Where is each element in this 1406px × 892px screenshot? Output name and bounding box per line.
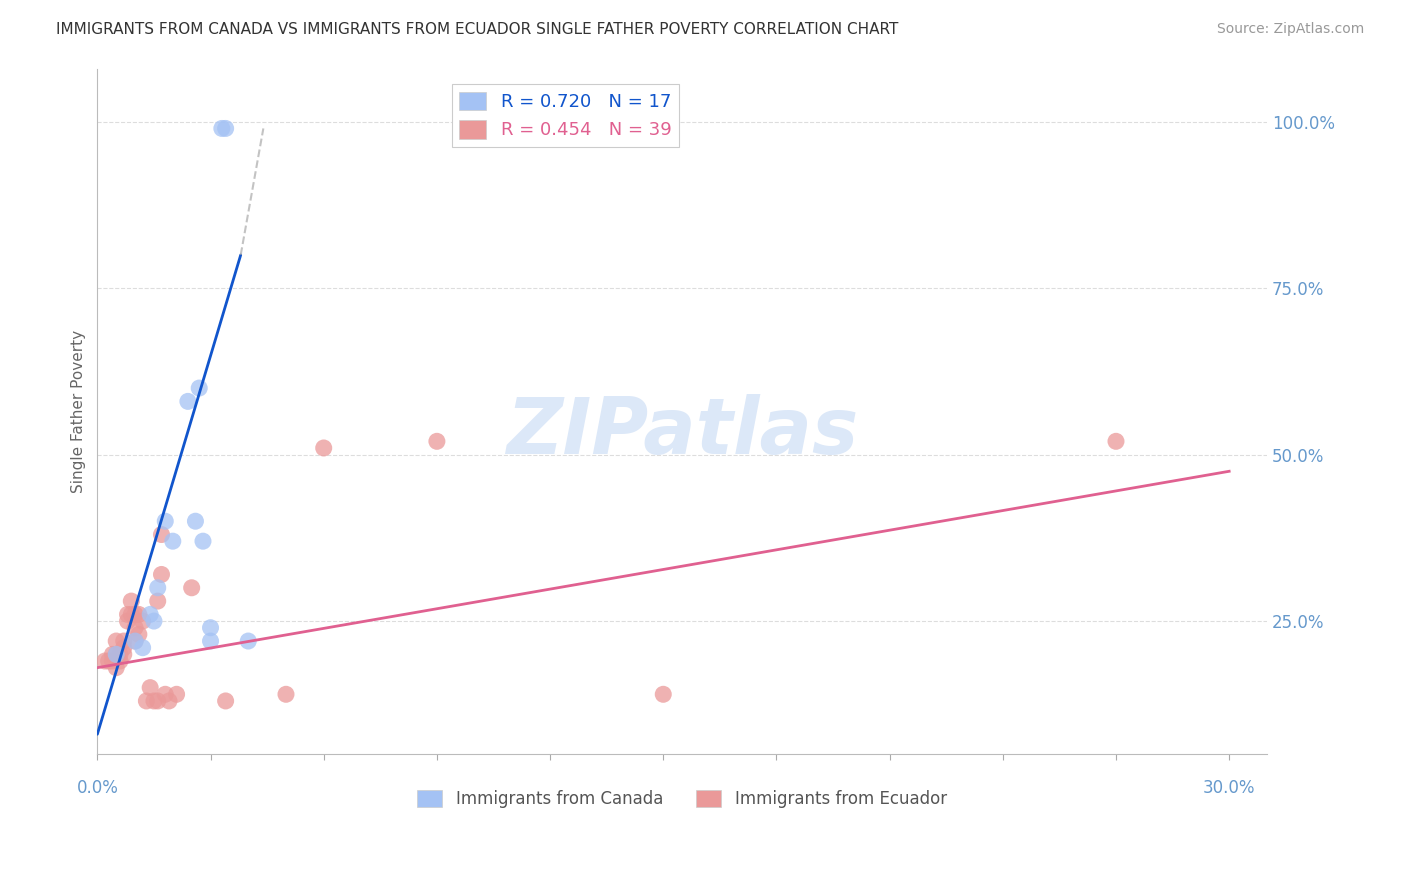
Legend: Immigrants from Canada, Immigrants from Ecuador: Immigrants from Canada, Immigrants from … [411, 783, 953, 814]
Point [184, 514, 207, 528]
Point [135, 694, 157, 708]
Point [120, 594, 142, 608]
Point [200, 634, 222, 648]
Point [108, 648, 131, 662]
Point [105, 648, 128, 662]
Point [97, 654, 120, 668]
Point [191, 534, 214, 549]
Point [124, 634, 146, 648]
Point [139, 607, 162, 622]
Point [652, 687, 675, 701]
Point [142, 614, 165, 628]
Point [128, 607, 150, 622]
Point [101, 648, 124, 662]
Point [94, 654, 117, 668]
Point [131, 614, 153, 628]
Point [157, 694, 180, 708]
Point [150, 567, 173, 582]
Point [117, 614, 139, 628]
Point [117, 607, 139, 622]
Point [238, 634, 260, 648]
Point [120, 607, 142, 622]
Point [124, 607, 146, 622]
Point [214, 121, 236, 136]
Point [101, 654, 124, 668]
Point [112, 648, 135, 662]
Point [426, 434, 449, 449]
Y-axis label: Single Father Poverty: Single Father Poverty [72, 330, 86, 493]
Text: 30.0%: 30.0% [1204, 779, 1256, 797]
Point [155, 687, 177, 701]
Point [1105, 434, 1128, 449]
Point [124, 634, 146, 648]
Point [188, 381, 211, 395]
Point [180, 581, 202, 595]
Point [155, 514, 177, 528]
Point [124, 621, 146, 635]
Point [166, 687, 188, 701]
Point [142, 694, 165, 708]
Point [211, 121, 233, 136]
Text: Source: ZipAtlas.com: Source: ZipAtlas.com [1216, 22, 1364, 37]
Point [139, 681, 162, 695]
Point [214, 694, 236, 708]
Point [177, 394, 200, 409]
Point [150, 527, 173, 541]
Point [105, 661, 128, 675]
Point [128, 627, 150, 641]
Point [112, 634, 135, 648]
Point [312, 441, 335, 455]
Point [105, 634, 128, 648]
Point [146, 694, 169, 708]
Point [162, 534, 184, 549]
Point [146, 581, 169, 595]
Text: IMMIGRANTS FROM CANADA VS IMMIGRANTS FROM ECUADOR SINGLE FATHER POVERTY CORRELAT: IMMIGRANTS FROM CANADA VS IMMIGRANTS FRO… [56, 22, 898, 37]
Point [200, 621, 222, 635]
Point [108, 654, 131, 668]
Point [274, 687, 297, 701]
Text: ZIPatlas: ZIPatlas [506, 394, 858, 470]
Point [146, 594, 169, 608]
Text: 0.0%: 0.0% [76, 779, 118, 797]
Point [131, 640, 153, 655]
Point [112, 640, 135, 655]
Point [105, 648, 128, 662]
